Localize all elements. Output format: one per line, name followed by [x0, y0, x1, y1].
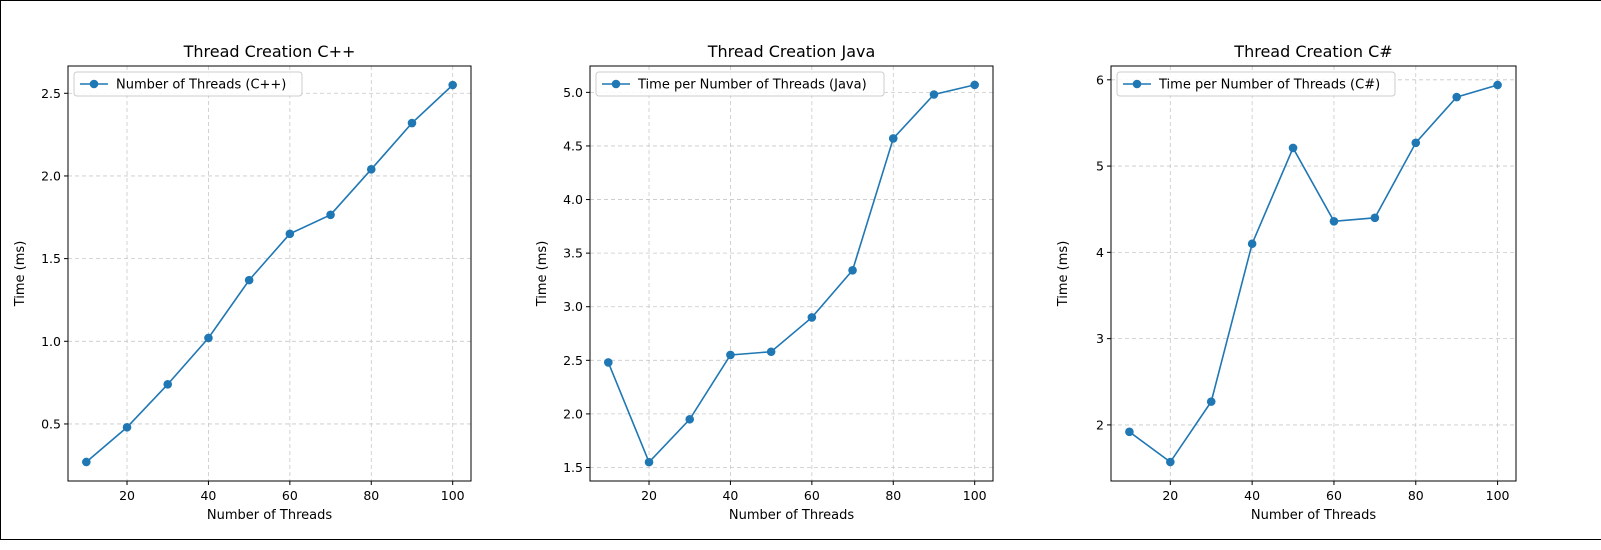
- y-tick-label: 1.0: [41, 334, 61, 349]
- y-tick-label: 3: [1096, 331, 1104, 346]
- x-tick-label: 60: [282, 488, 298, 503]
- chart-title: Thread Creation C#: [1233, 42, 1392, 61]
- y-tick-label: 5.0: [563, 85, 583, 100]
- legend-box: [1116, 71, 1396, 97]
- x-tick-label: 40: [722, 488, 738, 503]
- axes-frame: [67, 65, 472, 482]
- chart-title: Thread Creation Java: [707, 42, 876, 61]
- series-line: [1128, 84, 1498, 464]
- data-point: [1247, 239, 1257, 249]
- axes-frame: [1110, 65, 1517, 482]
- data-point: [1206, 397, 1216, 406]
- x-tick-label: 100: [963, 488, 987, 503]
- legend: Time per Number of Threads (C#): [1116, 71, 1396, 97]
- data-point: [82, 457, 91, 467]
- data-point: [1125, 427, 1134, 437]
- y-tick-label: 2.5: [563, 353, 583, 368]
- x-tick-label: 20: [119, 488, 135, 503]
- y-tick-label: 5: [1096, 159, 1104, 174]
- data-point: [1288, 143, 1298, 153]
- y-tick-label: 0.5: [41, 416, 61, 431]
- data-point: [807, 313, 817, 322]
- data-point: [163, 379, 173, 389]
- data-point: [1166, 457, 1175, 467]
- data-point: [685, 414, 695, 424]
- data-point: [326, 210, 335, 220]
- data-point: [970, 80, 979, 90]
- data-point: [1329, 217, 1339, 226]
- data-point: [1411, 138, 1421, 148]
- data-point: [888, 134, 898, 143]
- data-point: [407, 118, 417, 128]
- y-tick-label: 2: [1096, 417, 1104, 432]
- y-tick-label: 2.0: [41, 168, 61, 183]
- y-tick-label: 6: [1096, 72, 1104, 87]
- data-point: [766, 347, 776, 357]
- data-point: [1370, 213, 1380, 223]
- data-point: [1452, 92, 1461, 102]
- data-point: [644, 457, 654, 467]
- legend-box: [595, 71, 885, 97]
- y-tick-label: 2.0: [563, 406, 583, 421]
- legend-marker-swatch: [611, 79, 621, 89]
- x-tick-label: 40: [200, 488, 216, 503]
- x-axis-label: Number of Threads: [729, 508, 854, 523]
- y-tick-label: 4: [1096, 245, 1104, 260]
- legend-label: Time per Number of Threads (C#): [1158, 78, 1380, 93]
- x-tick-label: 20: [641, 488, 657, 503]
- data-point: [122, 422, 132, 432]
- y-axis-label: Time (ms): [535, 241, 550, 308]
- axes-frame: [589, 65, 994, 482]
- data-point: [604, 358, 613, 367]
- series-line: [607, 84, 975, 464]
- chart-title: Thread Creation C++: [183, 42, 356, 61]
- y-tick-label: 1.5: [41, 251, 61, 266]
- data-point: [204, 333, 213, 343]
- legend-box: [73, 71, 303, 97]
- legend: Time per Number of Threads (Java): [595, 71, 885, 97]
- y-axis-label: Time (ms): [13, 241, 28, 308]
- x-axis-label: Number of Threads: [207, 508, 332, 523]
- series-line: [85, 84, 454, 463]
- data-point: [848, 265, 857, 275]
- y-tick-label: 3.5: [563, 246, 583, 261]
- x-tick-label: 100: [1486, 488, 1510, 503]
- x-tick-label: 20: [1162, 488, 1178, 503]
- legend-marker-swatch: [1132, 79, 1142, 89]
- x-tick-label: 80: [885, 488, 901, 503]
- data-point: [366, 165, 376, 174]
- x-tick-label: 80: [1408, 488, 1424, 503]
- data-point: [448, 80, 457, 90]
- data-point: [285, 229, 295, 239]
- y-axis-label: Time (ms): [1056, 241, 1071, 308]
- data-point: [929, 90, 939, 99]
- subplot-1: 20 40 60 80 100 0.5 1.0 1.5 2.0 2.5 Thread Creatio…: [13, 42, 472, 523]
- subplot-2: 20 40 60 80 100 1.5 2.0 2.5 3.0 3.5 4.0 4.5 5.0 Threa…: [535, 42, 994, 523]
- x-tick-label: 80: [363, 488, 379, 503]
- y-tick-label: 3.0: [563, 299, 583, 314]
- x-axis-label: Number of Threads: [1251, 508, 1376, 523]
- y-tick-label: 4.0: [563, 192, 583, 207]
- x-tick-label: 60: [1326, 488, 1342, 503]
- data-point: [1493, 80, 1502, 90]
- y-tick-label: 1.5: [563, 460, 583, 475]
- legend-label: Number of Threads (C++): [116, 78, 286, 93]
- y-tick-label: 2.5: [41, 86, 61, 101]
- x-tick-label: 40: [1244, 488, 1260, 503]
- subplot-3: 20 40 60 80 100 2 3 4 5 6 Thread Creation C# Number…: [1056, 42, 1517, 523]
- x-tick-label: 60: [804, 488, 820, 503]
- data-point: [726, 350, 735, 360]
- x-tick-label: 100: [441, 488, 465, 503]
- y-tick-label: 4.5: [563, 138, 583, 153]
- legend-label: Time per Number of Threads (Java): [637, 78, 867, 93]
- data-point: [244, 275, 254, 285]
- legend-marker-swatch: [89, 79, 99, 89]
- legend: Number of Threads (C++): [73, 71, 303, 97]
